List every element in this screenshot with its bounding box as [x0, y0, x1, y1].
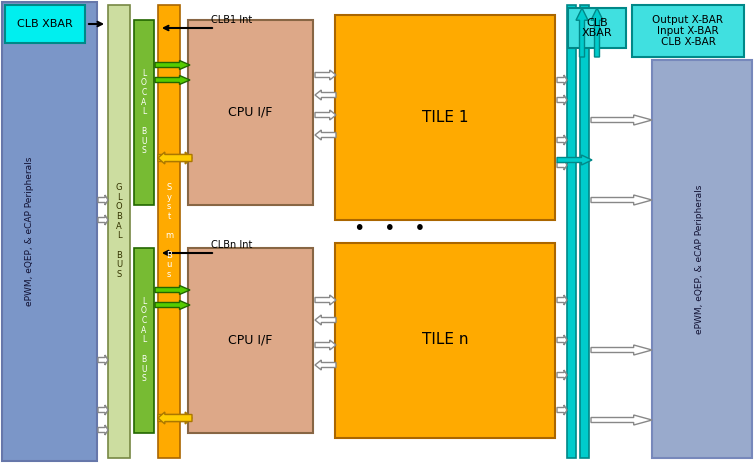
Bar: [134, 248, 154, 433]
Text: G
L
O
B
A
L

B
U
S: G L O B A L B U S: [116, 183, 122, 279]
Bar: [188, 20, 313, 205]
FancyArrow shape: [155, 286, 190, 294]
FancyArrow shape: [315, 90, 336, 100]
Text: TILE n: TILE n: [422, 332, 468, 348]
FancyArrow shape: [557, 75, 567, 85]
Text: CLB
XBAR: CLB XBAR: [581, 18, 612, 38]
FancyArrow shape: [557, 160, 567, 170]
Bar: [188, 248, 313, 433]
FancyArrow shape: [591, 115, 652, 125]
Bar: [568, 8, 626, 48]
FancyArrow shape: [557, 155, 592, 165]
FancyArrow shape: [155, 61, 190, 69]
FancyArrow shape: [98, 355, 108, 365]
Bar: [2, 2, 97, 461]
Bar: [134, 20, 154, 205]
FancyArrow shape: [557, 405, 567, 415]
Text: L
O
C
A
L

B
U
S: L O C A L B U S: [141, 69, 147, 155]
Text: ePWM, eQEP, & eCAP Peripherals: ePWM, eQEP, & eCAP Peripherals: [26, 156, 35, 306]
Text: CPU I/F: CPU I/F: [228, 106, 272, 119]
FancyArrow shape: [315, 315, 336, 325]
Text: TILE 1: TILE 1: [422, 110, 468, 125]
FancyArrow shape: [315, 360, 336, 370]
FancyArrow shape: [591, 345, 652, 355]
FancyArrow shape: [315, 295, 336, 305]
FancyArrow shape: [158, 152, 192, 164]
FancyArrow shape: [158, 412, 192, 424]
FancyArrow shape: [576, 8, 588, 57]
Bar: [335, 15, 555, 220]
FancyArrow shape: [158, 412, 192, 424]
FancyArrow shape: [557, 335, 567, 345]
Bar: [5, 5, 85, 43]
FancyArrow shape: [98, 405, 108, 415]
Text: CLB XBAR: CLB XBAR: [17, 19, 73, 29]
FancyArrow shape: [315, 110, 336, 120]
FancyArrow shape: [557, 370, 567, 380]
Bar: [158, 5, 180, 458]
FancyArrow shape: [591, 415, 652, 425]
Text: L
O
C
A
L

B
U
S: L O C A L B U S: [141, 297, 147, 383]
FancyArrow shape: [557, 295, 567, 305]
FancyArrow shape: [155, 300, 190, 309]
FancyArrow shape: [557, 95, 567, 105]
FancyArrow shape: [591, 8, 603, 57]
FancyArrow shape: [557, 135, 567, 145]
FancyArrow shape: [98, 425, 108, 435]
FancyArrow shape: [158, 152, 192, 164]
Text: CLB1 Int: CLB1 Int: [212, 15, 253, 25]
Text: ePWM, eQEP, & eCAP Peripherals: ePWM, eQEP, & eCAP Peripherals: [696, 184, 705, 334]
Bar: [108, 5, 130, 458]
Bar: [652, 60, 752, 458]
FancyArrow shape: [98, 215, 108, 225]
Text: S
y
s
t

m

B
u
s: S y s t m B u s: [165, 183, 173, 279]
Bar: [567, 5, 576, 458]
FancyArrow shape: [591, 195, 652, 205]
FancyArrow shape: [98, 195, 108, 205]
Bar: [335, 243, 555, 438]
Bar: [580, 5, 589, 458]
Text: CLBn Int: CLBn Int: [212, 240, 253, 250]
Text: CPU I/F: CPU I/F: [228, 333, 272, 346]
Bar: [632, 5, 744, 57]
Text: •   •   •: • • •: [355, 219, 426, 238]
FancyArrow shape: [315, 340, 336, 350]
Text: Output X-BAR
Input X-BAR
CLB X-BAR: Output X-BAR Input X-BAR CLB X-BAR: [652, 15, 723, 47]
FancyArrow shape: [155, 75, 190, 85]
FancyArrow shape: [315, 130, 336, 140]
FancyArrow shape: [315, 70, 336, 80]
